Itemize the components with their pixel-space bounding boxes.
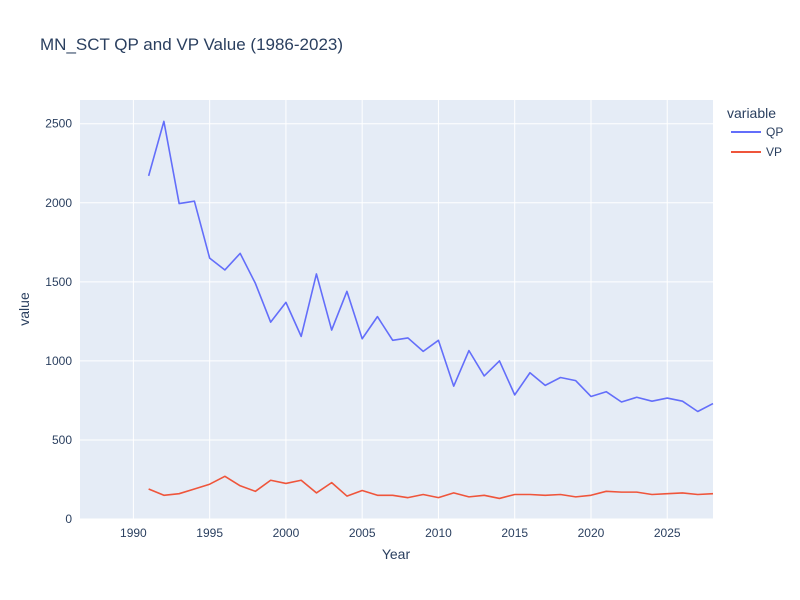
x-tick-label: 2000 <box>273 526 300 540</box>
plot-area <box>80 100 713 519</box>
y-tick-label: 2500 <box>45 117 72 131</box>
chart-title: MN_SCT QP and VP Value (1986-2023) <box>40 35 343 54</box>
y-axis-title: value <box>16 292 32 326</box>
y-tick-label: 1000 <box>45 354 72 368</box>
series-line-vp <box>148 475 714 500</box>
series-lines <box>147 120 714 500</box>
x-axis-title: Year <box>382 546 411 562</box>
x-tick-label: 1990 <box>120 526 147 540</box>
x-axis-ticks: 1990 1995 2000 2005 2010 2015 2020 2025 <box>120 526 681 540</box>
x-tick-label: 2025 <box>654 526 681 540</box>
x-tick-label: 2020 <box>578 526 605 540</box>
legend-items: QP VP <box>731 125 783 159</box>
x-tick-label: 2015 <box>501 526 528 540</box>
x-tick-label: 1995 <box>196 526 223 540</box>
y-tick-label: 500 <box>52 433 72 447</box>
y-tick-label: 0 <box>65 512 72 526</box>
x-gridlines <box>132 100 668 519</box>
y-axis-ticks: 0 500 1000 1500 2000 2500 <box>45 117 72 526</box>
series-line-qp <box>147 120 714 413</box>
x-tick-label: 2005 <box>349 526 376 540</box>
legend: variable QP VP <box>727 105 783 159</box>
y-tick-label: 2000 <box>45 196 72 210</box>
legend-title: variable <box>727 105 776 121</box>
y-tick-label: 1500 <box>45 275 72 289</box>
legend-label-vp: VP <box>766 145 782 159</box>
x-tick-label: 2010 <box>425 526 452 540</box>
legend-label-qp: QP <box>766 125 783 139</box>
